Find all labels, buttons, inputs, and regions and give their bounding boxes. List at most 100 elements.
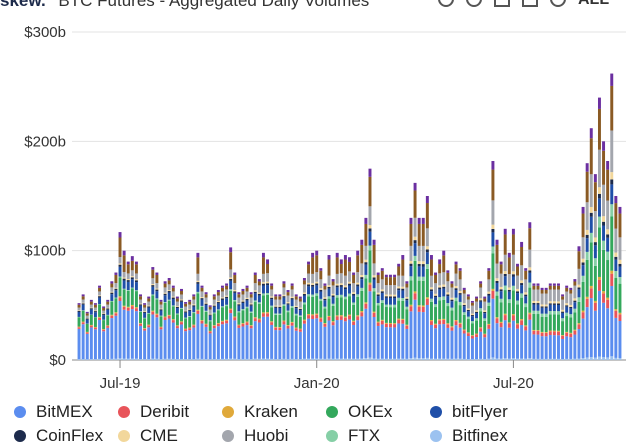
bar-segment [573, 298, 577, 301]
bar-segment [204, 304, 208, 311]
expand-icon[interactable] [522, 0, 538, 7]
bar-segment [93, 327, 97, 330]
bar-segment [372, 263, 376, 276]
bar-segment [93, 312, 97, 318]
bar-segment [356, 272, 360, 283]
bar-segment [393, 274, 397, 278]
bar-segment [233, 301, 237, 317]
bar-segment [245, 306, 249, 309]
download-icon[interactable] [494, 0, 510, 7]
bar-segment [257, 281, 261, 286]
bar [511, 228, 515, 360]
legend-item[interactable]: Bitfinex [430, 426, 534, 446]
bar-segment [118, 276, 122, 278]
bar-segment [294, 296, 298, 300]
legend-item[interactable]: BitMEX [14, 402, 118, 422]
bar-segment [167, 318, 171, 359]
bar-segment [475, 333, 478, 335]
bar-segment [552, 283, 556, 286]
bar-segment [532, 358, 536, 360]
bar-segment [311, 318, 315, 359]
bar-segment [204, 323, 208, 325]
bar-segment [257, 292, 261, 294]
bar-segment [212, 305, 216, 307]
bar-segment [110, 287, 114, 292]
bar-segment [77, 303, 81, 305]
legend-item[interactable]: Deribit [118, 402, 222, 422]
bar-segment [577, 287, 581, 290]
bar-segment [155, 283, 159, 289]
bar-segment [270, 285, 274, 290]
bar-segment [614, 310, 618, 318]
bar-segment [454, 285, 458, 289]
bar-segment [532, 310, 536, 314]
bar-segment [192, 312, 196, 314]
bar-segment [397, 323, 401, 359]
bar-segment [532, 283, 536, 286]
bar-segment [585, 307, 589, 358]
bar-segment [405, 283, 409, 288]
bar [491, 161, 495, 360]
bar-segment [106, 325, 110, 327]
bar-segment [479, 298, 483, 301]
bar-segment [585, 298, 589, 308]
bar-segment [143, 304, 147, 308]
bar-segment [257, 303, 261, 319]
bar-segment [229, 277, 233, 279]
bar-segment [610, 273, 614, 286]
bar-segment [139, 304, 142, 306]
bar-segment [282, 281, 286, 284]
bar-segment [159, 359, 163, 360]
bar-segment [495, 244, 499, 264]
bar-segment [368, 250, 372, 283]
bar-segment [384, 304, 388, 308]
bar-segment [278, 314, 282, 328]
bar-segment [77, 307, 81, 311]
range-all-button[interactable]: ALL [578, 0, 609, 9]
bar [77, 303, 81, 360]
bar-segment [302, 320, 306, 324]
bar-segment [327, 320, 331, 359]
bar-segment [429, 255, 433, 260]
bar-segment [503, 228, 507, 235]
bar-segment [466, 309, 470, 312]
bar-segment [339, 315, 343, 317]
bar-segment [528, 312, 532, 315]
bar-segment [126, 358, 130, 360]
bar-segment [290, 325, 294, 359]
bar-segment [364, 303, 368, 309]
bar-segment [585, 234, 589, 239]
bar-segment [417, 305, 421, 307]
bar-segment [479, 287, 483, 299]
bar-segment [212, 304, 216, 306]
bar-segment [245, 300, 249, 307]
legend-item[interactable]: FTX [326, 426, 430, 446]
bar-segment [216, 290, 220, 293]
bar [81, 294, 85, 360]
bar-segment [557, 303, 560, 305]
legend-item[interactable]: Huobi [222, 426, 326, 446]
legend-item[interactable]: Kraken [222, 402, 326, 422]
bar-segment [610, 179, 614, 185]
bar-segment [274, 314, 278, 327]
legend-item[interactable]: CME [118, 426, 222, 446]
legend-item[interactable]: CoinFlex [14, 426, 118, 446]
bar-segment [278, 306, 282, 308]
bar-segment [483, 313, 487, 319]
bar-segment [130, 358, 134, 360]
bar-segment [212, 313, 216, 326]
bar-segment [573, 330, 577, 335]
bar-segment [442, 318, 446, 320]
bar-segment [167, 278, 171, 281]
bar-segment [229, 269, 233, 278]
legend-item[interactable]: OKEx [326, 402, 430, 422]
bar-segment [175, 306, 179, 309]
bar-segment [126, 290, 130, 291]
bar-segment [454, 321, 458, 326]
bar-segment [352, 302, 356, 305]
bar-segment [85, 331, 89, 333]
bar-segment [171, 297, 175, 299]
bar-segment [315, 283, 319, 286]
legend-item[interactable]: bitFlyer [430, 402, 534, 422]
bar-segment [409, 280, 413, 305]
